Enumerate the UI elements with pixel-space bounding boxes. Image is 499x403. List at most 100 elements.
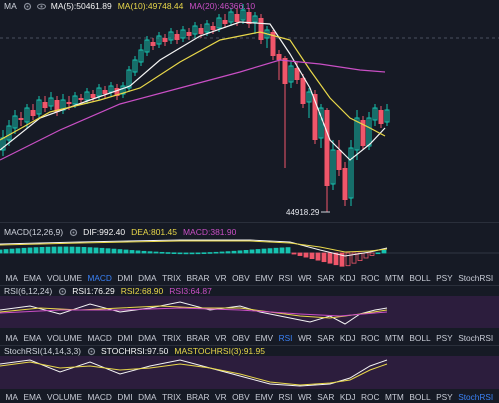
rsi-chart[interactable]: [0, 296, 499, 328]
tab-kdj[interactable]: KDJ: [339, 273, 356, 283]
candle-body: [192, 25, 198, 35]
price-chart-panel[interactable]: 44918.29: [0, 0, 499, 222]
tab-trix[interactable]: TRIX: [162, 333, 181, 343]
gear-icon[interactable]: [58, 287, 67, 296]
macd-bar: [183, 252, 189, 255]
low-price-label: 44918.29: [286, 208, 320, 217]
tab-roc[interactable]: ROC: [361, 273, 380, 283]
tab-ema[interactable]: EMA: [23, 333, 42, 343]
divider: [0, 285, 499, 286]
tab-mtm[interactable]: MTM: [384, 333, 404, 343]
gear-icon[interactable]: [69, 228, 78, 237]
tab-dma[interactable]: DMA: [138, 273, 157, 283]
macd-chart[interactable]: [0, 236, 499, 270]
stochrsi-panel[interactable]: [0, 356, 499, 389]
candle-body: [222, 20, 228, 24]
rsi3-value: RSI3:64.87: [169, 286, 212, 296]
tab-volume[interactable]: VOLUME: [46, 392, 82, 402]
macd-bar: [99, 247, 105, 254]
tab-dmi[interactable]: DMI: [117, 333, 133, 343]
macd-bar: [267, 248, 273, 254]
tab-emv[interactable]: EMV: [255, 273, 274, 283]
macd-bar: [15, 248, 21, 254]
tab-boll[interactable]: BOLL: [409, 333, 431, 343]
tab-ema[interactable]: EMA: [23, 273, 42, 283]
tab-boll[interactable]: BOLL: [409, 392, 431, 402]
tab-vr[interactable]: VR: [215, 333, 227, 343]
tab-dma[interactable]: DMA: [138, 392, 157, 402]
tab-psy[interactable]: PSY: [436, 333, 453, 343]
tab-volume[interactable]: VOLUME: [46, 333, 82, 343]
tab-macd[interactable]: MACD: [87, 392, 112, 402]
macd-bar: [39, 246, 45, 254]
macd-bar: [153, 251, 159, 254]
tab-stochrsi[interactable]: StochRSI: [458, 392, 494, 402]
tab-mtm[interactable]: MTM: [384, 392, 404, 402]
macd-panel[interactable]: [0, 236, 499, 270]
tab-obv[interactable]: OBV: [232, 273, 250, 283]
rsi1-value: RSI1:76.29: [72, 286, 115, 296]
eye-icon[interactable]: [36, 2, 46, 11]
tab-brar[interactable]: BRAR: [186, 392, 210, 402]
candle-body: [240, 9, 246, 21]
tab-roc[interactable]: ROC: [361, 333, 380, 343]
macd-bar: [135, 250, 141, 254]
tab-vr[interactable]: VR: [215, 273, 227, 283]
divider: [0, 345, 499, 346]
tab-kdj[interactable]: KDJ: [339, 333, 356, 343]
tab-dma[interactable]: DMA: [138, 333, 157, 343]
tab-obv[interactable]: OBV: [232, 333, 250, 343]
tab-obv[interactable]: OBV: [232, 392, 250, 402]
tab-psy[interactable]: PSY: [436, 273, 453, 283]
macd-bar: [357, 252, 363, 261]
tab-sar[interactable]: SAR: [317, 392, 335, 402]
ma5-value: MA(5):50461.89: [50, 1, 112, 11]
tab-rsi[interactable]: RSI: [278, 333, 293, 343]
price-chart[interactable]: 44918.29: [0, 0, 499, 222]
rsi-panel[interactable]: [0, 296, 499, 328]
main-indicator-name: MA: [4, 1, 17, 11]
tab-wr[interactable]: WR: [297, 333, 312, 343]
tab-rsi[interactable]: RSI: [278, 392, 293, 402]
tab-emv[interactable]: EMV: [255, 392, 274, 402]
stochrsi-chart[interactable]: [0, 356, 499, 389]
macd-bar: [303, 252, 309, 258]
tab-mtm[interactable]: MTM: [384, 273, 404, 283]
tab-wr[interactable]: WR: [297, 273, 312, 283]
macd-bar: [159, 251, 165, 254]
tab-volume[interactable]: VOLUME: [46, 273, 82, 283]
candle-body: [54, 100, 60, 112]
tab-boll[interactable]: BOLL: [409, 273, 431, 283]
tab-rsi[interactable]: RSI: [278, 273, 293, 283]
gear-icon[interactable]: [87, 347, 96, 356]
rsi1-line: [0, 301, 388, 325]
tab-psy[interactable]: PSY: [436, 392, 453, 402]
tab-brar[interactable]: BRAR: [186, 333, 210, 343]
tab-sar[interactable]: SAR: [317, 333, 335, 343]
tab-wr[interactable]: WR: [297, 392, 312, 402]
tab-emv[interactable]: EMV: [255, 333, 274, 343]
tab-stochrsi[interactable]: StochRSI: [458, 273, 494, 283]
tab-ma[interactable]: MA: [5, 273, 18, 283]
tab-stochrsi[interactable]: StochRSI: [458, 333, 494, 343]
gear-icon[interactable]: [23, 2, 32, 11]
tab-ma[interactable]: MA: [5, 333, 18, 343]
stochrsi-indicator-name: StochRSI(14,14,3,3): [4, 346, 82, 356]
tab-ma[interactable]: MA: [5, 392, 18, 402]
macd-bar: [213, 251, 219, 254]
macd-bar: [27, 247, 33, 254]
tab-kdj[interactable]: KDJ: [339, 392, 356, 402]
tab-dmi[interactable]: DMI: [117, 392, 133, 402]
tab-sar[interactable]: SAR: [317, 273, 335, 283]
tab-dmi[interactable]: DMI: [117, 273, 133, 283]
tab-trix[interactable]: TRIX: [162, 273, 181, 283]
macd-bar: [315, 252, 321, 261]
tab-brar[interactable]: BRAR: [186, 273, 210, 283]
tab-macd[interactable]: MACD: [87, 273, 112, 283]
macd-bar: [171, 252, 177, 255]
tab-macd[interactable]: MACD: [87, 333, 112, 343]
tab-ema[interactable]: EMA: [23, 392, 42, 402]
tab-trix[interactable]: TRIX: [162, 392, 181, 402]
tab-vr[interactable]: VR: [215, 392, 227, 402]
tab-roc[interactable]: ROC: [361, 392, 380, 402]
